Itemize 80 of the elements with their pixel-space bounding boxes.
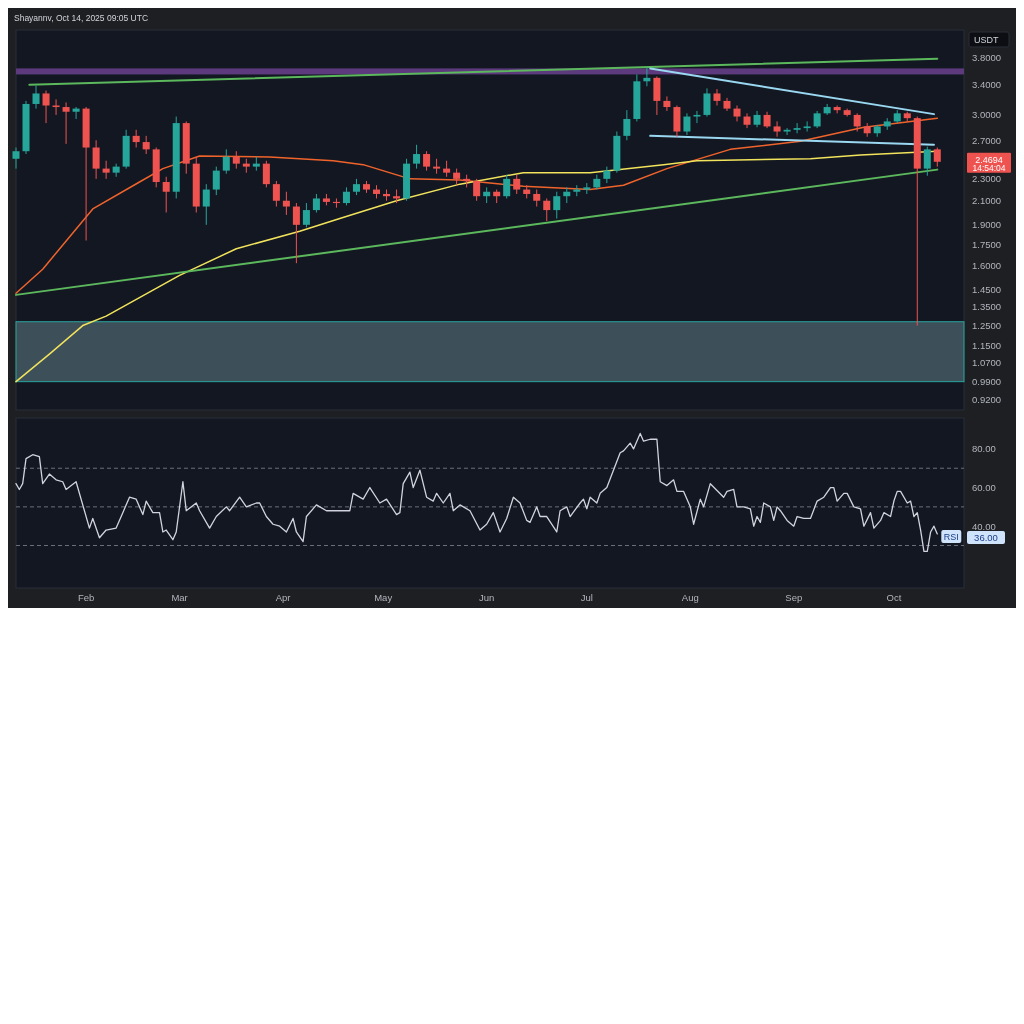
candlestick: [112, 163, 120, 178]
candlestick: [653, 75, 661, 116]
candlestick: [12, 147, 20, 170]
y-tick-label: 1.7500: [972, 238, 1002, 250]
y-tick-label: 2.3000: [972, 173, 1002, 185]
line-series: [15, 117, 939, 294]
candlestick: [853, 112, 861, 133]
candlestick: [423, 150, 431, 172]
x-tick-label: Oct: [886, 592, 902, 603]
candlestick: [413, 144, 421, 170]
candlestick: [92, 139, 100, 180]
candlestick: [553, 191, 561, 220]
text: 2.4694: [975, 154, 1003, 165]
candlestick: [703, 87, 711, 118]
text: 14:54:04: [972, 163, 1006, 174]
candlestick: [272, 180, 280, 208]
candlestick: [803, 120, 811, 133]
candlestick: [473, 178, 481, 202]
x-tick-label: May: [374, 592, 393, 603]
x-tick-label: Mar: [171, 592, 188, 603]
candlestick: [72, 106, 80, 120]
candlestick: [773, 120, 781, 138]
candlestick: [292, 202, 300, 264]
candlestick: [162, 176, 170, 213]
candlestick: [503, 174, 511, 199]
candlestick: [302, 202, 310, 228]
candlestick: [543, 197, 551, 222]
candlestick: [32, 85, 40, 110]
y-tick-label: 1.1500: [972, 339, 1002, 351]
y-axis-title: USDT: [974, 35, 999, 45]
y-tick-label: 1.0700: [972, 357, 1002, 369]
series-label: RSI: [943, 531, 959, 542]
candlestick: [733, 104, 741, 122]
candlestick: [202, 183, 210, 226]
candlestick: [713, 88, 721, 106]
candlestick: [783, 127, 791, 136]
candlestick: [793, 122, 801, 134]
y-tick-label: 0.9900: [972, 375, 1002, 387]
candlestick: [212, 166, 220, 196]
candlestick: [693, 110, 701, 124]
y-tick-label: 1.2500: [972, 319, 1002, 331]
candlestick: [823, 103, 831, 116]
y-tick-label: 3.4000: [972, 79, 1002, 91]
candlestick: [142, 135, 150, 155]
y-tick-label: 60.00: [972, 481, 996, 493]
candlestick: [683, 112, 691, 136]
candlestick: [222, 148, 230, 175]
text: 36.00: [974, 531, 998, 543]
candlestick: [282, 191, 290, 216]
candlestick: [262, 160, 270, 188]
x-tick-label: Sep: [785, 592, 803, 603]
candlestick: [42, 90, 50, 124]
x-tick-label: Apr: [275, 592, 291, 603]
y-tick-label: 2.1000: [972, 195, 1002, 207]
x-tick-label: Jun: [479, 592, 495, 603]
candlestick: [52, 98, 60, 116]
y-tick-label: 0.9200: [972, 393, 1002, 405]
y-tick-label: 3.8000: [972, 52, 1002, 64]
candlestick: [923, 146, 931, 177]
candlestick: [312, 193, 320, 213]
line-series: [15, 432, 938, 552]
candlestick: [743, 112, 751, 129]
x-tick-label: Feb: [77, 592, 95, 603]
text: Shayannv, Oct 14, 2025 09:05 UTC: [14, 13, 149, 23]
y-tick-label: 1.4500: [972, 284, 1002, 296]
candlestick: [62, 101, 70, 145]
y-tick-label: 2.7000: [972, 134, 1002, 146]
candlestick: [933, 147, 941, 168]
y-tick-label: 1.6000: [972, 260, 1002, 272]
candlestick: [623, 109, 631, 141]
candlestick: [663, 95, 671, 112]
x-tick-label: Aug: [681, 592, 699, 603]
candlestick: [513, 174, 521, 195]
y-tick-label: 40.00: [972, 520, 996, 532]
y-tick-label: 1.9000: [972, 219, 1002, 231]
candlestick: [102, 160, 110, 180]
y-tick-label: 1.3500: [972, 301, 1002, 313]
y-tick-label: 80.00: [972, 443, 996, 455]
y-tick-label: 3.0000: [972, 109, 1002, 121]
x-tick-label: Jul: [580, 592, 593, 603]
